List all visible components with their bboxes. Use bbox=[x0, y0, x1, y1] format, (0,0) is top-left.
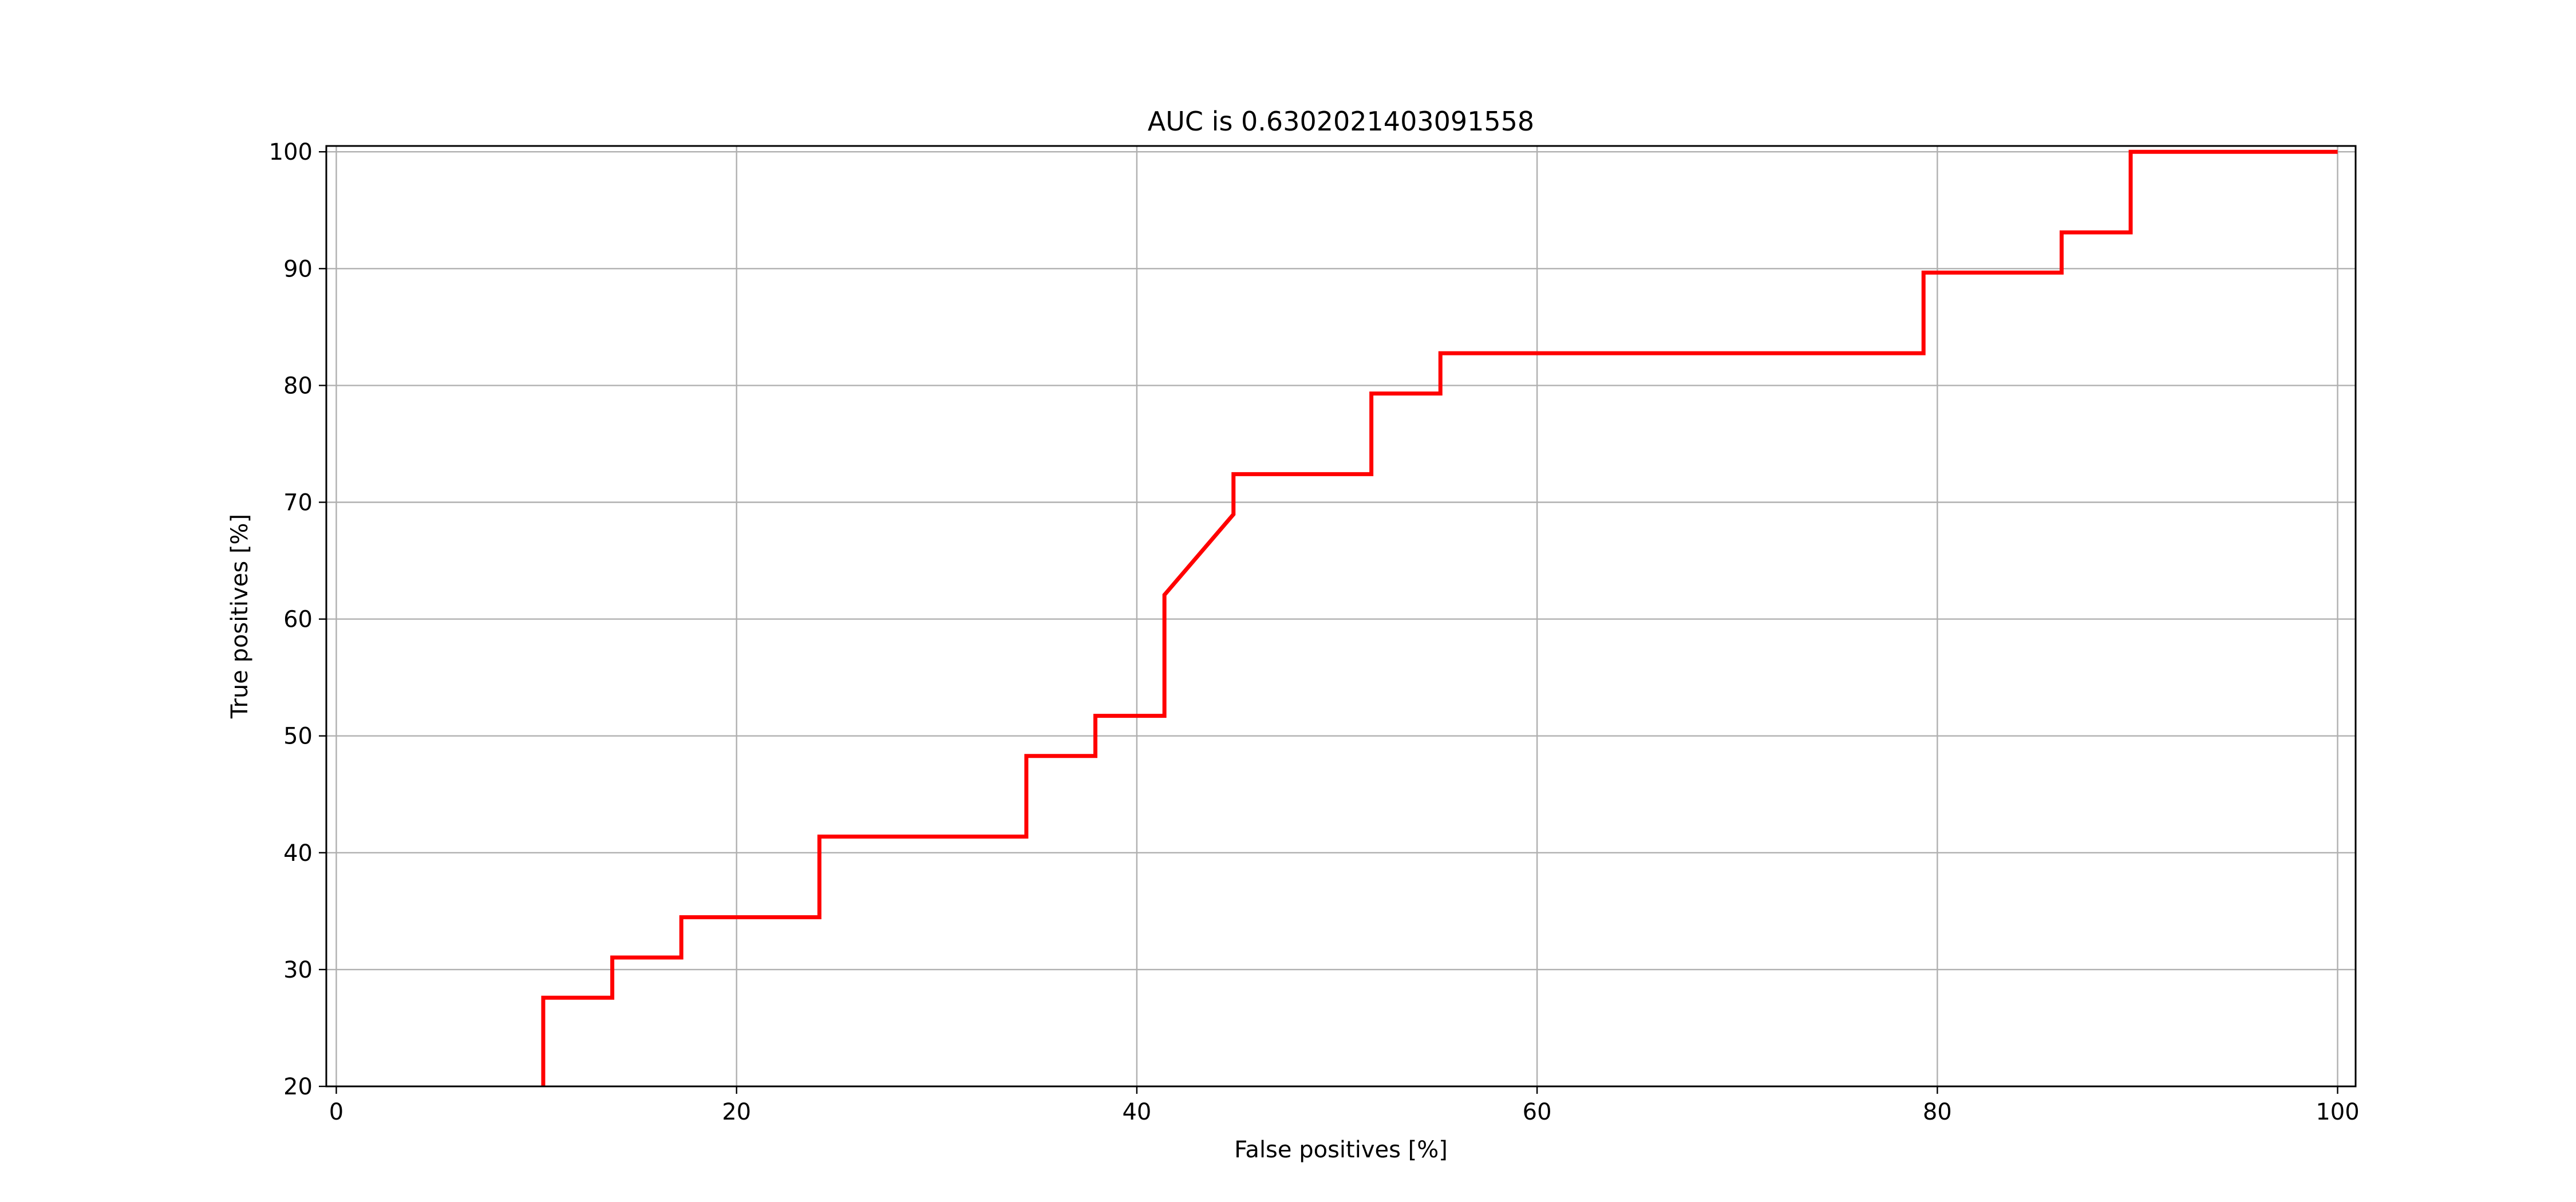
series-layer bbox=[541, 149, 2338, 1086]
y-tick-label: 30 bbox=[283, 957, 313, 983]
plot-frame bbox=[325, 145, 2357, 1088]
y-tick-label: 90 bbox=[283, 256, 313, 282]
x-tick-label: 100 bbox=[2316, 1099, 2359, 1125]
y-tick-label: 60 bbox=[283, 607, 313, 633]
x-axis-label: False positives [%] bbox=[1234, 1137, 1448, 1163]
y-tick-label: 50 bbox=[283, 723, 313, 750]
x-tick-label: 0 bbox=[329, 1099, 343, 1125]
ticks: 0 20 40 60 80 100 20 30 40 50 60 70 80 90 100 bbox=[269, 139, 2360, 1125]
x-tick-label: 40 bbox=[1122, 1099, 1151, 1125]
y-tick-label: 70 bbox=[283, 490, 313, 516]
y-tick-label: 100 bbox=[269, 139, 313, 165]
x-tick-label: 80 bbox=[1923, 1099, 1952, 1125]
chart-title: AUC is 0.6302021403091558 bbox=[1148, 106, 1534, 137]
y-tick-label: 40 bbox=[283, 840, 313, 867]
grid bbox=[326, 146, 2356, 1088]
roc-curve-line bbox=[541, 149, 2338, 1086]
y-tick-label: 80 bbox=[283, 373, 313, 399]
x-tick-label: 20 bbox=[722, 1099, 751, 1125]
x-tick-label: 60 bbox=[1523, 1099, 1552, 1125]
y-axis-label: True positives [%] bbox=[227, 514, 253, 719]
y-tick-label: 20 bbox=[283, 1074, 313, 1100]
